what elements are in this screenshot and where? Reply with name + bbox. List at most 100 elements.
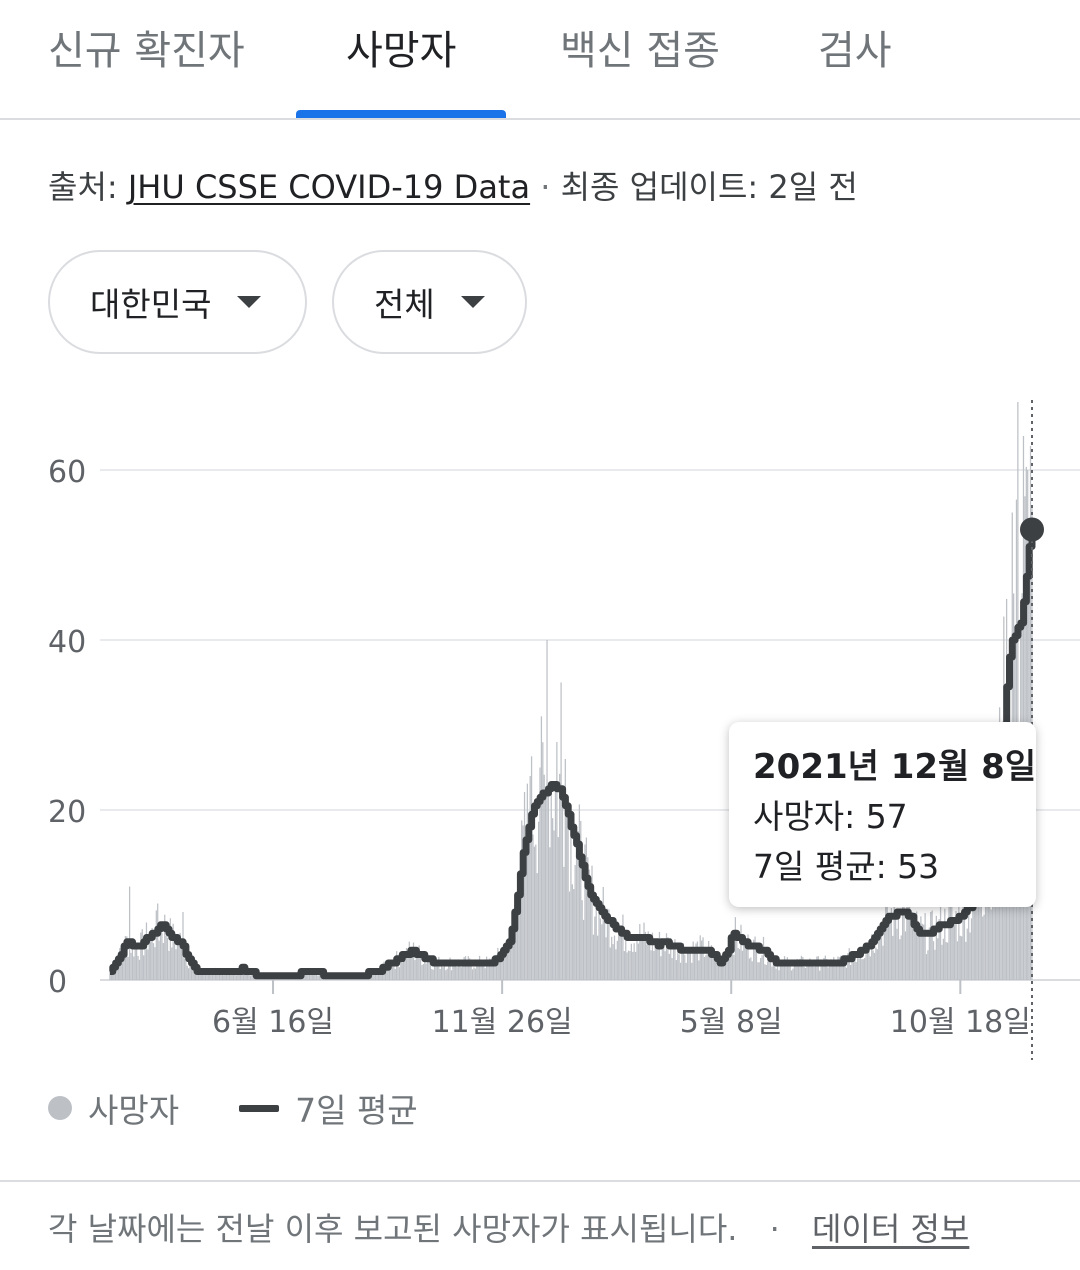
bar[interactable] — [622, 914, 624, 980]
bar[interactable] — [637, 943, 640, 980]
bar[interactable] — [712, 956, 714, 980]
bar[interactable] — [410, 948, 412, 980]
bar[interactable] — [710, 945, 713, 980]
bar[interactable] — [172, 923, 174, 980]
bar[interactable] — [539, 767, 541, 981]
bar[interactable] — [878, 925, 880, 980]
bar[interactable] — [164, 914, 166, 980]
bar[interactable] — [768, 955, 770, 980]
bar[interactable] — [630, 943, 632, 980]
bar[interactable] — [429, 961, 432, 980]
bar[interactable] — [599, 918, 602, 980]
bar[interactable] — [698, 960, 700, 980]
bar[interactable] — [469, 958, 471, 980]
bar[interactable] — [917, 920, 919, 980]
bar[interactable] — [391, 961, 394, 980]
bar[interactable] — [750, 957, 752, 980]
bar[interactable] — [667, 937, 669, 980]
bar[interactable] — [871, 934, 873, 980]
bar[interactable] — [830, 959, 832, 980]
bar[interactable] — [176, 936, 179, 980]
bar[interactable] — [840, 955, 842, 980]
bar[interactable] — [247, 971, 249, 980]
bar[interactable] — [897, 914, 900, 980]
bar[interactable] — [608, 909, 610, 980]
bar[interactable] — [619, 930, 621, 980]
bar[interactable] — [505, 956, 507, 980]
bar[interactable] — [987, 892, 989, 980]
bar[interactable] — [678, 954, 680, 980]
bar[interactable] — [313, 971, 315, 980]
bar[interactable] — [699, 935, 701, 980]
bar[interactable] — [400, 959, 402, 980]
bar[interactable] — [432, 969, 434, 980]
bar[interactable] — [921, 923, 923, 980]
bar[interactable] — [887, 923, 890, 980]
bar[interactable] — [150, 933, 152, 980]
bar[interactable] — [833, 957, 835, 980]
bar[interactable] — [785, 966, 787, 980]
bar[interactable] — [814, 965, 817, 980]
bar[interactable] — [442, 967, 444, 980]
bar[interactable] — [493, 958, 495, 980]
bar[interactable] — [670, 938, 672, 980]
bar[interactable] — [824, 955, 826, 980]
bar[interactable] — [896, 928, 898, 980]
bar[interactable] — [169, 918, 171, 980]
bar[interactable] — [796, 959, 798, 980]
bar[interactable] — [949, 906, 952, 980]
bar[interactable] — [781, 959, 783, 980]
bar[interactable] — [772, 964, 774, 980]
bar[interactable] — [173, 940, 176, 980]
bar[interactable] — [495, 954, 498, 980]
bar[interactable] — [543, 774, 545, 980]
bar[interactable] — [852, 956, 855, 980]
bar[interactable] — [199, 971, 201, 980]
average-line[interactable] — [109, 529, 1036, 980]
bar[interactable] — [879, 936, 881, 980]
bar[interactable] — [970, 918, 973, 980]
bar[interactable] — [498, 953, 500, 980]
bar[interactable] — [144, 942, 146, 980]
bar[interactable] — [401, 962, 403, 980]
bar[interactable] — [958, 904, 960, 980]
bar[interactable] — [317, 975, 319, 980]
bar[interactable] — [969, 932, 971, 980]
source-link[interactable]: JHU CSSE COVID-19 Data — [127, 168, 531, 206]
bar[interactable] — [446, 968, 448, 980]
bar[interactable] — [494, 966, 496, 980]
bar[interactable] — [753, 939, 755, 980]
bar[interactable] — [609, 947, 611, 980]
bar[interactable] — [460, 967, 462, 980]
bar[interactable] — [487, 961, 489, 980]
bar[interactable] — [982, 916, 984, 980]
bar[interactable] — [665, 933, 668, 980]
bar[interactable] — [980, 904, 982, 980]
bar[interactable] — [720, 961, 722, 980]
bar[interactable] — [726, 954, 728, 980]
bar[interactable] — [664, 951, 666, 980]
bar[interactable] — [736, 932, 738, 980]
bar[interactable] — [994, 846, 997, 980]
bar[interactable] — [696, 941, 699, 980]
bar[interactable] — [542, 742, 544, 980]
bar[interactable] — [418, 945, 420, 980]
bar[interactable] — [636, 939, 638, 980]
bar[interactable] — [892, 935, 894, 980]
bar[interactable] — [820, 965, 822, 980]
bar[interactable] — [778, 970, 780, 980]
bar[interactable] — [906, 896, 908, 980]
bar[interactable] — [847, 953, 849, 980]
bar[interactable] — [130, 952, 132, 980]
bar[interactable] — [706, 953, 708, 980]
bar[interactable] — [663, 945, 665, 980]
bar[interactable] — [962, 894, 964, 980]
bar[interactable] — [719, 960, 721, 980]
bar[interactable] — [453, 966, 455, 980]
bar[interactable] — [227, 973, 229, 980]
bar[interactable] — [838, 957, 841, 980]
bar[interactable] — [478, 955, 481, 980]
bar[interactable] — [647, 931, 649, 980]
bar[interactable] — [623, 951, 625, 980]
region-dropdown[interactable]: 대한민국 — [48, 250, 307, 354]
